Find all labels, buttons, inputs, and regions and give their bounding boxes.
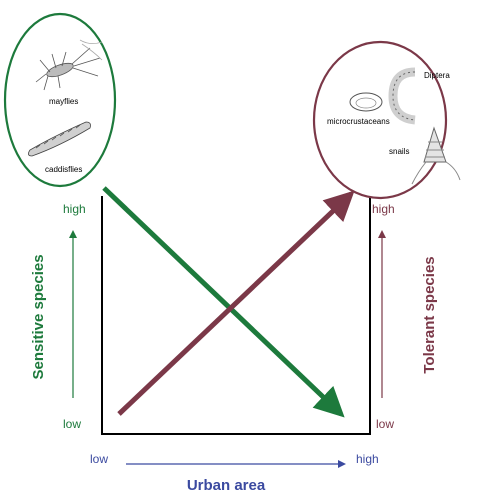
sensitive-axis-title: Sensitive species	[30, 254, 47, 379]
caddisfly-icon	[28, 121, 91, 157]
tolerant-trend-arrow	[117, 190, 355, 416]
tolerant-low-label: low	[376, 417, 394, 431]
tolerant-species-circle: Diptera microcrustaceans snails	[312, 40, 461, 200]
sensitive-trend-arrow	[102, 186, 345, 418]
sensitive-low-label: low	[63, 417, 81, 431]
plot-frame	[101, 196, 371, 435]
microcrustacean-icon	[349, 92, 383, 112]
urban-high-label: high	[356, 452, 379, 466]
species-label-microcrustaceans: microcrustaceans	[327, 117, 390, 126]
sensitive-species-circle: mayflies caddisflies	[3, 12, 117, 188]
sensitive-high-label: high	[63, 202, 86, 216]
tolerant-high-label: high	[372, 202, 395, 216]
tolerant-axis-title: Tolerant species	[421, 256, 438, 373]
urban-low-label: low	[90, 452, 108, 466]
urban-axis-title: Urban area	[187, 477, 266, 494]
species-label-caddisflies: caddisflies	[45, 165, 82, 174]
mayfly-icon	[35, 39, 103, 91]
species-label-mayflies: mayflies	[49, 97, 78, 106]
species-label-diptera: Diptera	[424, 71, 450, 80]
diptera-icon	[388, 67, 416, 125]
species-label-snails: snails	[389, 147, 409, 156]
snail-icon	[411, 126, 461, 185]
